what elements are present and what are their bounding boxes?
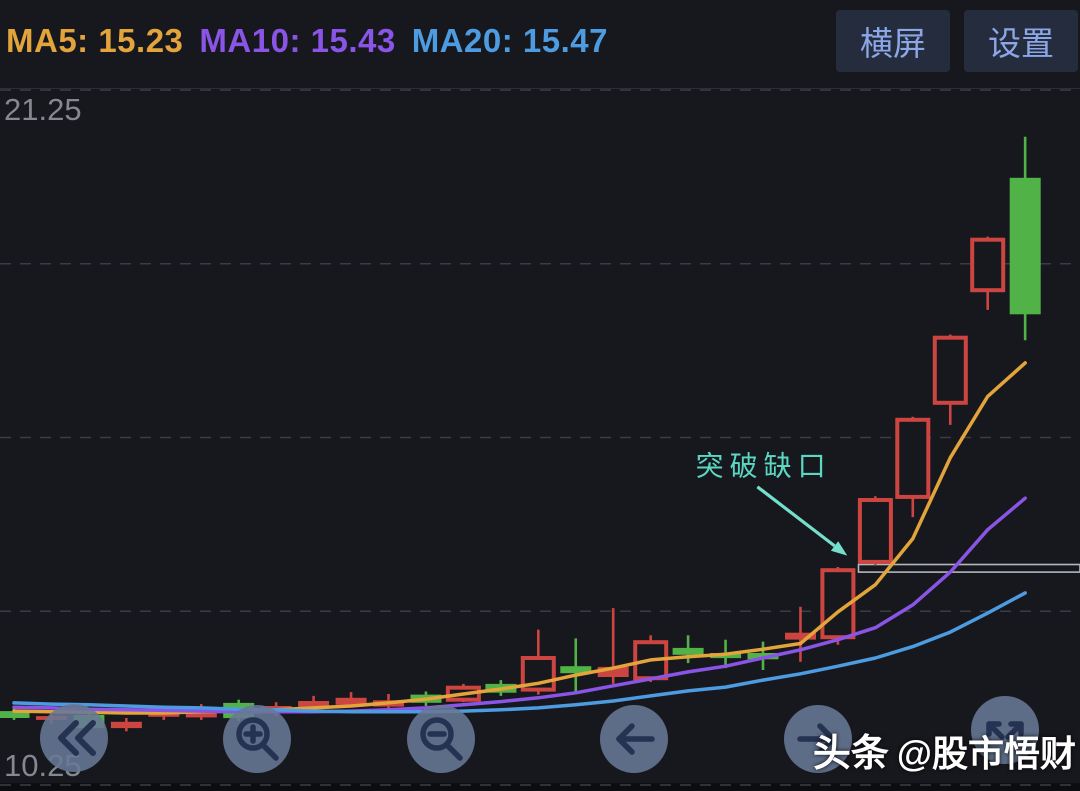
arrow-left-icon xyxy=(616,723,655,755)
zoom-in-icon xyxy=(236,717,279,761)
candles-group xyxy=(0,136,1041,732)
settings-button-label: 设置 xyxy=(988,25,1054,62)
zoom-out-button[interactable] xyxy=(407,705,475,773)
double-chevron-left-icon xyxy=(58,720,96,756)
gap-marker xyxy=(857,563,1080,573)
pan-right-button[interactable] xyxy=(784,705,852,773)
ma10-line xyxy=(12,496,1027,714)
annotation-arrow xyxy=(756,485,836,548)
fullscreen-expand-icon xyxy=(986,721,1024,740)
ma10-value: MA10: 15.43 xyxy=(199,22,396,59)
landscape-button[interactable]: 横屏 xyxy=(836,10,950,72)
ma5-value: MA5: 15.23 xyxy=(6,22,184,59)
watermark-handle: @股市悟财 xyxy=(896,733,1076,774)
zoom-in-button[interactable] xyxy=(223,705,291,773)
ma20-value: MA20: 15.47 xyxy=(411,22,608,59)
landscape-button-label: 横屏 xyxy=(860,25,926,62)
fullscreen-button[interactable] xyxy=(971,696,1039,764)
pan-fast-left-button[interactable] xyxy=(40,704,108,772)
settings-button[interactable]: 设置 xyxy=(964,10,1078,72)
topbar-divider xyxy=(0,88,1080,89)
ma-legend: MA5: 15.23 MA10: 15.43 MA20: 15.47 xyxy=(6,22,624,60)
watermark: 头条 @股市悟财 xyxy=(813,722,1076,777)
arrow-right-icon xyxy=(797,723,836,755)
annotation-text: 突破缺口 xyxy=(696,450,832,481)
ma20-line xyxy=(12,591,1027,714)
watermark-brand: 头条 xyxy=(812,733,889,775)
zoom-out-icon xyxy=(420,717,463,761)
pan-left-button[interactable] xyxy=(600,705,668,773)
y-axis-max-label: 21.25 xyxy=(4,92,82,127)
